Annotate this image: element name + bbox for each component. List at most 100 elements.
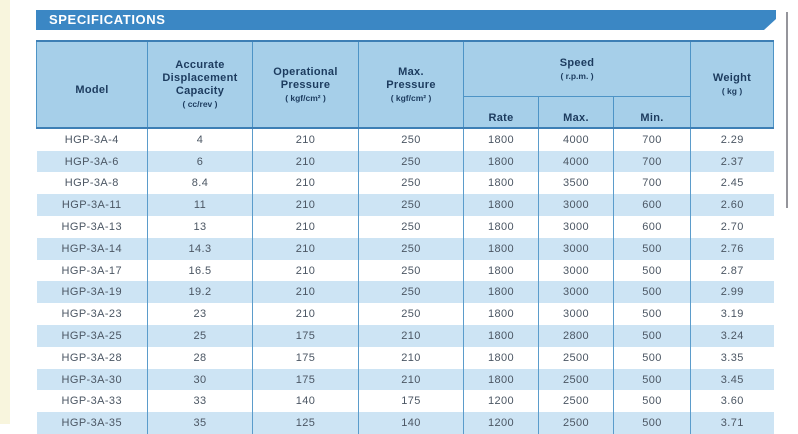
value-cell: 30 [147,368,253,391]
section-title: SPECIFICATIONS [49,12,166,27]
value-cell: 500 [612,325,691,347]
value-cell: 11 [147,194,253,217]
page-edge-strip [0,0,10,424]
value-cell: 210 [358,346,464,369]
table-row: HGP-3A-35 35 125 140 1200 2500 500 3.71 [36,412,774,434]
value-cell: 1200 [463,412,539,434]
table-row: HGP-3A-33 33 140 175 1200 2500 500 3.60 [37,390,774,413]
value-cell: 250 [358,259,464,282]
model-cell: HGP-3A-30 [36,368,148,391]
value-cell: 175 [252,325,359,347]
table-row: HGP-3A-23 23 210 250 1800 3000 500 3.19 [37,303,774,326]
table-row: HGP-3A-11 11 210 250 1800 3000 600 2.60 [36,194,774,217]
value-cell: 33 [147,390,253,413]
model-cell: HGP-3A-28 [61,351,122,364]
value-cell: 2500 [538,368,614,391]
value-cell: 8.4 [147,172,253,195]
value-cell: 500 [612,303,691,326]
value-cell: 500 [612,412,691,434]
value-cell: 1800 [463,237,539,260]
header-max-pressure-unit: ( kgf/cm² ) [390,92,432,103]
header-speed-group: Speed ( r.p.m. ) [462,40,692,97]
value-cell: 250 [358,172,464,195]
value-cell: 2.29 [690,127,774,151]
value-cell: 3.24 [690,325,774,347]
value-cell: 1800 [463,172,539,195]
value-cell: 2.70 [690,216,774,238]
table-header: Model Accurate Displacement Capacity ( c… [36,40,775,129]
value-cell: 1800 [463,281,539,304]
value-cell: 1200 [463,390,539,413]
value-cell: 210 [252,127,359,151]
value-cell: 700 [612,172,691,195]
model-cell: HGP-3A-4 [64,133,119,146]
header-weight: Weight ( kg ) [690,40,775,129]
value-cell: 4 [147,127,253,151]
value-cell: 2800 [538,325,614,347]
value-cell: 500 [612,259,691,282]
value-cell: 25 [147,325,253,347]
table-row: HGP-3A-17 16.5 210 250 1800 3000 500 2.87 [37,259,774,282]
header-speed-max: Max. [538,95,614,129]
value-cell: 14.3 [147,237,253,260]
value-cell: 2500 [538,412,614,434]
specifications-table: Model Accurate Displacement Capacity ( c… [36,40,775,434]
header-speed-unit: ( r.p.m. ) [560,70,594,81]
value-cell: 1800 [463,303,539,326]
value-cell: 3.60 [690,390,774,413]
header-max-pressure: Max. Pressure ( kgf/cm² ) [358,40,464,129]
value-cell: 175 [358,390,464,413]
value-cell: 1800 [463,216,539,238]
model-cell: HGP-3A-11 [36,194,148,217]
value-cell: 2.60 [690,194,774,217]
table-row: HGP-3A-4 4 210 250 1800 4000 700 2.29 [37,127,774,151]
value-cell: 2.87 [690,259,774,282]
value-cell: 175 [252,368,359,391]
value-cell: 3000 [538,194,614,217]
value-cell: 500 [612,390,691,413]
table-row: HGP-3A-30 30 175 210 1800 2500 500 3.45 [36,368,774,391]
header-speed-min: Min. [612,95,692,129]
table-row: HGP-3A-8 8.4 210 250 1800 3500 700 2.45 [37,172,774,195]
value-cell: 1800 [463,346,539,369]
model-cell: HGP-3A-13 [61,220,122,233]
value-cell: 125 [252,412,359,434]
value-cell: 19.2 [147,281,253,304]
header-weight-unit: ( kg ) [721,86,743,97]
spec-table-body: HGP-3A-4 4 210 250 1800 4000 700 2.29 HGP-3A-6 6 2… [36,127,774,434]
value-cell: 3000 [538,303,614,326]
value-cell: 700 [612,150,691,173]
model-cell: HGP-3A-19 [36,281,148,304]
value-cell: 600 [612,194,691,217]
value-cell: 600 [612,216,691,238]
value-cell: 1800 [463,194,539,217]
table-row: HGP-3A-28 28 175 210 1800 2500 500 3.35 [37,346,774,369]
table-row: HGP-3A-19 19.2 210 250 1800 3000 500 2.99 [36,281,774,304]
value-cell: 250 [358,281,464,304]
value-cell: 210 [358,368,464,391]
value-cell: 13 [147,216,253,238]
model-cell: HGP-3A-33 [61,395,122,408]
value-cell: 210 [252,172,359,195]
value-cell: 23 [147,303,253,326]
value-cell: 2500 [538,346,614,369]
value-cell: 250 [358,194,464,217]
value-cell: 1800 [463,259,539,282]
value-cell: 500 [612,237,691,260]
model-cell: HGP-3A-14 [36,237,148,260]
table-row: HGP-3A-13 13 210 250 1800 3000 600 2.70 [37,216,774,238]
model-cell: HGP-3A-17 [61,264,122,277]
table-row: HGP-3A-14 14.3 210 250 1800 3000 500 2.76 [36,237,774,260]
value-cell: 16.5 [147,259,253,282]
value-cell: 1800 [463,325,539,347]
value-cell: 210 [252,259,359,282]
table-row: HGP-3A-6 6 210 250 1800 4000 700 2.37 [36,150,774,173]
value-cell: 500 [612,281,691,304]
value-cell: 2.99 [690,281,774,304]
header-speed-rate: Rate [463,95,539,129]
value-cell: 3.71 [690,412,774,434]
value-cell: 2.76 [690,237,774,260]
model-cell: HGP-3A-35 [36,412,148,434]
model-cell: HGP-3A-8 [64,177,119,190]
value-cell: 3000 [538,237,614,260]
